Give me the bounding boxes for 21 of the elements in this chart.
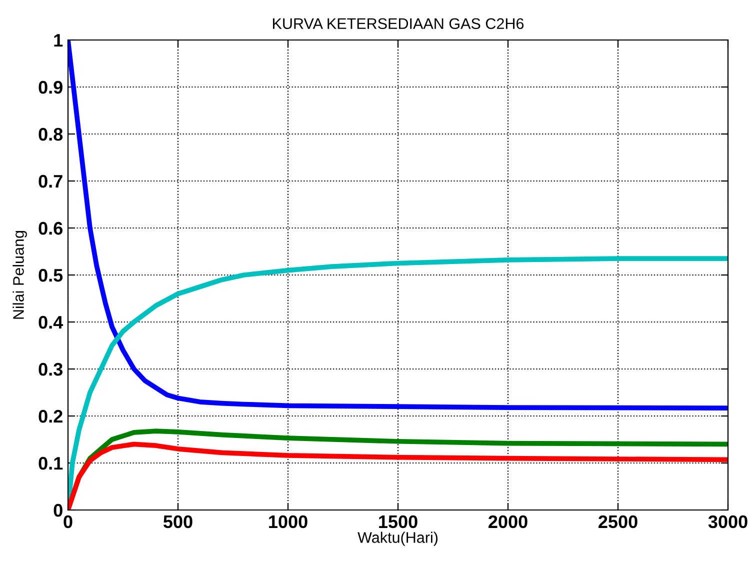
x-tick-label: 3000: [708, 515, 748, 528]
y-tick-label: 0.8: [38, 128, 63, 141]
y-tick-label: 0.4: [38, 316, 64, 329]
y-tick-label: 0.1: [38, 456, 63, 470]
x-tick-label: 1500: [379, 515, 418, 528]
x-axis-title: Waktu(Hari): [358, 532, 438, 546]
chart-title: KURVA KETERSEDIAAN GAS C2H6: [273, 18, 524, 30]
x-tick-label: 0: [64, 515, 72, 528]
x-tick-label: 500: [163, 515, 192, 528]
x-tick-label: 2000: [488, 515, 528, 528]
y-axis-title: Nilai Peluang: [12, 230, 27, 319]
y-tick-label: 0.6: [38, 222, 62, 235]
y-tick-label: 0.9: [38, 80, 62, 94]
y-tick-label: 1: [54, 34, 63, 47]
x-tick-label: 1000: [269, 515, 308, 528]
x-tick-label: 2500: [598, 515, 638, 528]
y-tick-label: 0.2: [38, 410, 62, 423]
y-tick-label: 0.7: [38, 174, 62, 188]
y-tick-label: 0: [54, 504, 62, 517]
y-tick-label: 0.3: [38, 362, 62, 376]
y-tick-label: 0.5: [38, 268, 63, 282]
